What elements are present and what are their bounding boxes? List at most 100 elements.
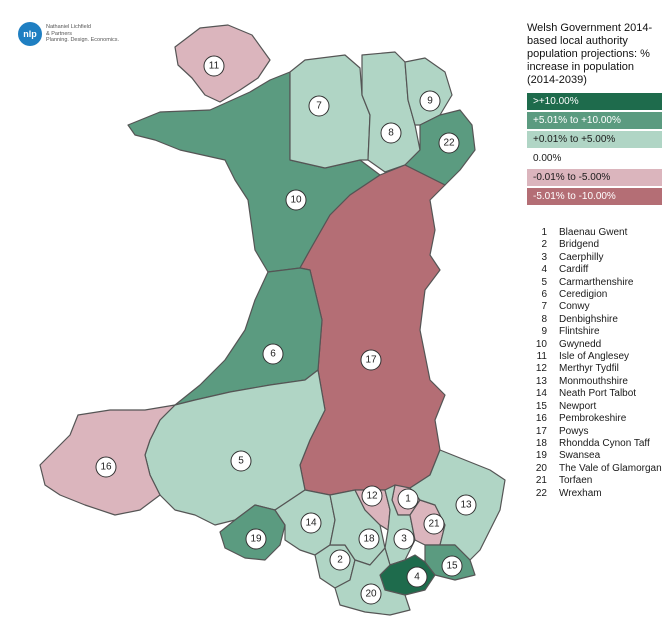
legend-class-5: -5.01% to -10.00% — [527, 188, 662, 205]
region-label-6: 6 — [262, 343, 284, 365]
logo-line: Nathaniel Lichfield — [46, 24, 91, 31]
authority-number: 12 — [535, 363, 547, 375]
authority-row: 6 Ceredigion — [533, 289, 662, 301]
region-label-8: 8 — [380, 122, 402, 144]
authority-number: 8 — [541, 313, 547, 325]
authority-name: Caerphilly — [559, 251, 604, 263]
region-7[interactable] — [289, 54, 371, 169]
map-legend: Welsh Government 2014-based local author… — [527, 22, 662, 207]
authority-name: Wrexham — [559, 487, 602, 499]
authority-row: 20 The Vale of Glamorgan — [533, 463, 662, 475]
authority-row: 16 Pembrokeshire — [533, 413, 662, 425]
svg-text:13: 13 — [460, 500, 472, 511]
region-label-15: 15 — [441, 555, 463, 577]
svg-text:11: 11 — [209, 61, 220, 72]
authority-number: 6 — [541, 289, 547, 301]
authority-name: Denbighshire — [559, 313, 618, 325]
authority-name: Monmouthshire — [559, 375, 628, 387]
authority-row: 19 Swansea — [533, 450, 662, 462]
authority-name: Carmarthenshire — [559, 276, 634, 288]
svg-text:4: 4 — [414, 572, 420, 583]
authority-row: 3 Caerphilly — [533, 252, 662, 264]
svg-text:22: 22 — [443, 138, 455, 149]
region-label-2: 2 — [329, 549, 351, 571]
logo-line: & Partners — [46, 30, 72, 37]
legend-class-1: +5.01% to +10.00% — [527, 112, 662, 129]
authority-row: 10 Gwynedd — [533, 339, 662, 351]
region-label-18: 18 — [358, 528, 380, 550]
logo-text: Nathaniel Lichfield & Partners Planning.… — [46, 24, 119, 44]
authority-name: Merthyr Tydfil — [559, 363, 619, 375]
region-label-3: 3 — [393, 528, 415, 550]
region-label-19: 19 — [245, 528, 267, 550]
authority-number: 17 — [535, 425, 547, 437]
legend-class-2: +0.01% to +5.00% — [527, 131, 662, 148]
legend-title: Welsh Government 2014-based local author… — [527, 22, 653, 86]
svg-text:10: 10 — [290, 195, 302, 206]
legend-class-3: 0.00% — [527, 150, 662, 167]
authority-name: Newport — [559, 400, 597, 412]
svg-text:12: 12 — [366, 491, 378, 502]
authority-name: Gwynedd — [559, 338, 602, 350]
logo-line: Planning. Design. Economics. — [46, 37, 120, 44]
svg-text:1: 1 — [405, 494, 411, 505]
authority-row: 1 Blaenau Gwent — [533, 227, 662, 239]
authority-number: 18 — [535, 437, 547, 449]
logo-mark: nlp — [18, 22, 42, 46]
authority-name: Conwy — [559, 301, 590, 313]
region-label-5: 5 — [230, 450, 252, 472]
nlp-logo: nlp Nathaniel Lichfield & Partners Plann… — [18, 22, 119, 46]
authority-row: 14 Neath Port Talbot — [533, 388, 662, 400]
authority-name: Rhondda Cynon Taff — [559, 437, 650, 449]
authority-number: 15 — [535, 400, 547, 412]
authority-number: 9 — [541, 326, 547, 338]
authority-row: 12 Merthyr Tydfil — [533, 363, 662, 375]
authority-number: 21 — [535, 475, 547, 487]
region-label-13: 13 — [455, 494, 477, 516]
authority-number: 11 — [536, 351, 547, 363]
svg-text:18: 18 — [363, 534, 375, 545]
region-label-22: 22 — [438, 132, 460, 154]
authority-row: 11 Isle of Anglesey — [533, 351, 662, 363]
authority-name: The Vale of Glamorgan — [559, 462, 662, 474]
authority-row: 18 Rhondda Cynon Taff — [533, 438, 662, 450]
authority-number: 3 — [541, 251, 547, 263]
svg-text:8: 8 — [388, 128, 394, 139]
svg-text:16: 16 — [100, 462, 112, 473]
authority-name: Torfaen — [559, 475, 593, 487]
svg-text:7: 7 — [316, 101, 322, 112]
authority-row: 17 Powys — [533, 426, 662, 438]
region-label-21: 21 — [423, 513, 445, 535]
authority-number: 20 — [535, 462, 547, 474]
region-label-14: 14 — [300, 512, 322, 534]
authority-number: 16 — [535, 413, 547, 425]
authority-number: 4 — [541, 264, 547, 276]
region-label-9: 9 — [419, 90, 441, 112]
svg-text:17: 17 — [365, 355, 377, 366]
legend-class-0: >+10.00% — [527, 93, 662, 110]
authority-name: Swansea — [559, 450, 601, 462]
authority-row: 22 Wrexham — [533, 488, 662, 500]
authority-name: Neath Port Talbot — [559, 388, 637, 400]
svg-text:6: 6 — [270, 349, 276, 360]
region-label-11: 11 — [203, 55, 225, 77]
region-20[interactable] — [334, 547, 411, 616]
authority-row: 7 Conwy — [533, 301, 662, 313]
authority-number: 13 — [535, 375, 547, 387]
svg-text:2: 2 — [337, 555, 343, 566]
authority-list: 1 Blaenau Gwent 2 Bridgend 3 Caerphilly 4 Cardi… — [533, 227, 662, 500]
svg-text:3: 3 — [401, 534, 407, 545]
authority-name: Ceredigion — [559, 289, 608, 301]
region-label-1: 1 — [397, 488, 419, 510]
authority-row: 4 Cardiff — [533, 264, 662, 276]
region-label-16: 16 — [95, 456, 117, 478]
authority-number: 10 — [535, 338, 547, 350]
region-label-20: 20 — [360, 583, 382, 605]
authority-number: 1 — [541, 227, 547, 238]
authority-name: Flintshire — [559, 326, 600, 338]
svg-text:20: 20 — [365, 589, 377, 600]
svg-text:14: 14 — [305, 518, 317, 529]
authority-row: 15 Newport — [533, 401, 662, 413]
authority-number: 2 — [541, 239, 547, 251]
